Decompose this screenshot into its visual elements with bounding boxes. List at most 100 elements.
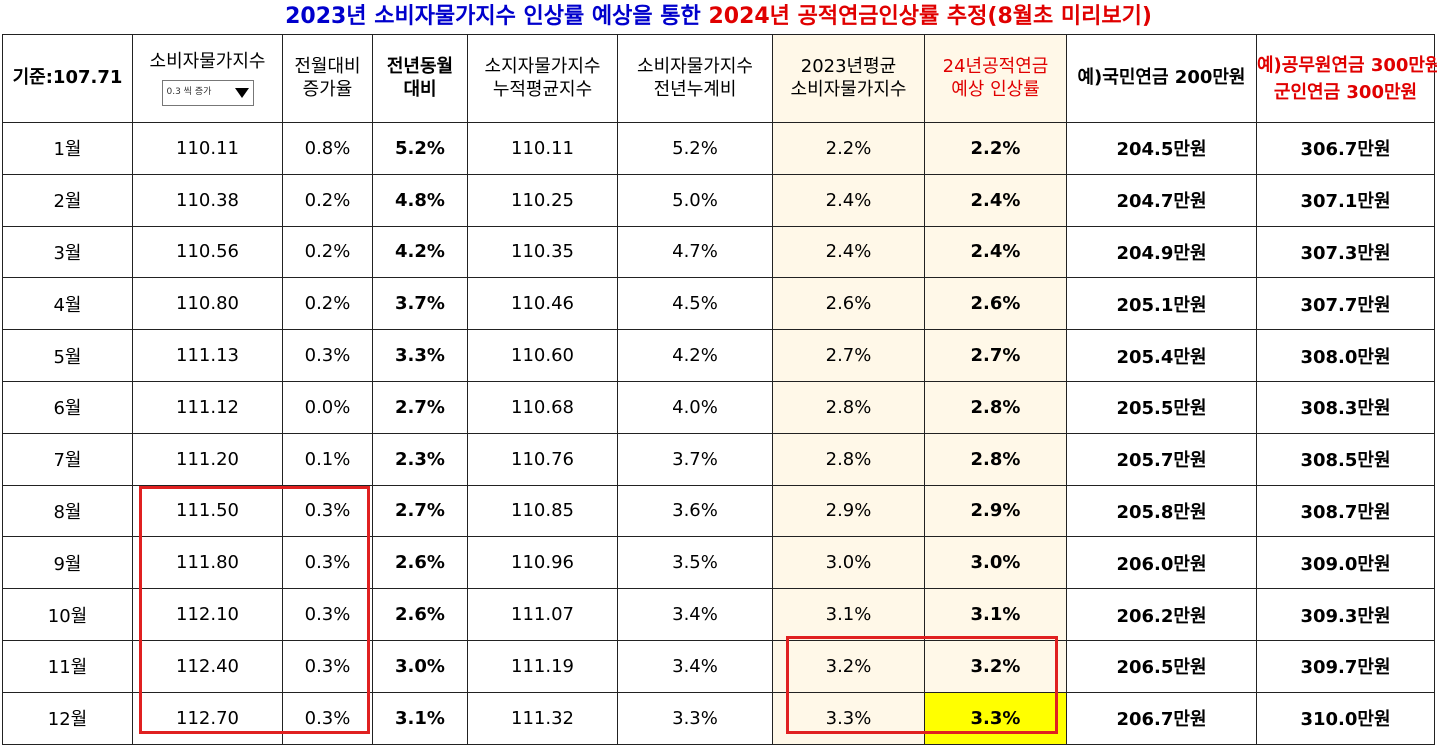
table-row: 7월 111.20 0.1% 2.3% 110.76 3.7% 2.8% 2.8% 205.7만… (2, 432, 1435, 486)
cell-avg: 3.1% (772, 588, 925, 641)
cell-yoy: 4.2% (372, 225, 468, 279)
cell-mom: 0.8% (282, 122, 373, 175)
cell-cum: 111.32 (467, 691, 618, 745)
cell-cpi: 110.38 (132, 173, 283, 227)
header-mom-line1: 전월대비 (294, 56, 361, 77)
cell-mom: 0.2% (282, 173, 373, 227)
dropdown-arrow-icon[interactable] (234, 87, 249, 98)
header-est-line1: 24년공적연금 (942, 56, 1049, 77)
cell-gov: 308.7만원 (1256, 484, 1435, 538)
cell-cumyoy: 4.0% (617, 380, 773, 434)
cell-month: 6월 (2, 380, 133, 434)
header-gov-line1: 예)공무원연금 300만원 (1257, 54, 1437, 76)
cell-avg: 3.2% (772, 639, 925, 693)
header-cpi-label: 소비자물가지수 (149, 51, 266, 73)
cell-mom: 0.3% (282, 639, 373, 693)
cell-cpi: 112.10 (132, 588, 283, 641)
cell-gov: 309.3만원 (1256, 588, 1435, 641)
cell-avg: 2.2% (772, 122, 925, 175)
cell-gov: 310.0만원 (1256, 691, 1435, 745)
cell-mom: 0.0% (282, 380, 373, 434)
header-row: 기준:107.71 소비자물가지수 0.3 씩 증가 전월대비 증가율 전년동월 대… (2, 34, 1437, 123)
cell-gov: 307.3만원 (1256, 225, 1435, 279)
header-yoy-line2: 대비 (403, 78, 437, 100)
cell-est: 3.3% (924, 691, 1067, 745)
header-gov: 예)공무원연금 300만원 군인연금 300만원 (1256, 34, 1437, 123)
cell-avg: 2.8% (772, 380, 925, 434)
cell-cum: 111.19 (467, 639, 618, 693)
cell-gov: 308.5만원 (1256, 432, 1435, 486)
table-row: 10월 112.10 0.3% 2.6% 111.07 3.4% 3.1% 3.1% 206.2… (2, 588, 1435, 641)
cell-cpi: 111.50 (132, 484, 283, 538)
header-yoy-line1: 전년동월 (386, 56, 454, 77)
table-row: 11월 112.40 0.3% 3.0% 111.19 3.4% 3.2% 3.2% 206.5… (2, 639, 1435, 693)
cell-cum: 110.11 (467, 122, 618, 175)
header-mom-line2: 증가율 (302, 78, 353, 100)
cell-cum: 110.96 (467, 536, 618, 590)
cell-month: 8월 (2, 484, 133, 538)
cell-cum: 110.35 (467, 225, 618, 279)
cell-avg: 2.7% (772, 329, 925, 382)
cell-cpi: 110.56 (132, 225, 283, 279)
cell-avg: 2.6% (772, 277, 925, 331)
cell-month: 4월 (2, 277, 133, 331)
cell-est: 2.8% (924, 380, 1067, 434)
cell-cumyoy: 4.7% (617, 225, 773, 279)
cell-month: 1월 (2, 122, 133, 175)
cell-nps: 204.5만원 (1066, 122, 1257, 175)
cell-yoy: 2.3% (372, 432, 468, 486)
cell-yoy: 3.1% (372, 691, 468, 745)
cell-month: 9월 (2, 536, 133, 590)
cell-mom: 0.2% (282, 277, 373, 331)
cell-est: 2.8% (924, 432, 1067, 486)
cell-est: 3.1% (924, 588, 1067, 641)
cell-est: 2.4% (924, 173, 1067, 227)
cell-yoy: 3.7% (372, 277, 468, 331)
cell-nps: 206.2만원 (1066, 588, 1257, 641)
cell-gov: 308.3만원 (1256, 380, 1435, 434)
cell-mom: 0.3% (282, 484, 373, 538)
cell-avg: 2.4% (772, 173, 925, 227)
cell-mom: 0.1% (282, 432, 373, 486)
cell-avg: 3.3% (772, 691, 925, 745)
cell-gov: 309.7만원 (1256, 639, 1435, 693)
cell-nps: 205.7만원 (1066, 432, 1257, 486)
cell-cpi: 110.11 (132, 122, 283, 175)
cell-cumyoy: 3.4% (617, 639, 773, 693)
cell-gov: 307.7만원 (1256, 277, 1435, 331)
cell-gov: 309.0만원 (1256, 536, 1435, 590)
cell-mom: 0.3% (282, 588, 373, 641)
cell-cumyoy: 3.4% (617, 588, 773, 641)
header-cum-line2: 누적평균지수 (492, 78, 593, 100)
cell-nps: 205.5만원 (1066, 380, 1257, 434)
cell-mom: 0.3% (282, 536, 373, 590)
cell-nps: 205.1만원 (1066, 277, 1257, 331)
cell-gov: 307.1만원 (1256, 173, 1435, 227)
cell-est: 2.2% (924, 122, 1067, 175)
header-cumyoy: 소비자물가지수 전년누계비 (617, 34, 773, 123)
header-yoy: 전년동월 대비 (372, 34, 468, 123)
cell-cpi: 112.40 (132, 639, 283, 693)
title-part-1: 2023년 소비자물가지수 인상률 예상을 통한 (285, 4, 709, 29)
cell-month: 3월 (2, 225, 133, 279)
header-avg-line2: 소비자물가지수 (790, 78, 907, 100)
cell-est: 2.6% (924, 277, 1067, 331)
cell-cum: 110.25 (467, 173, 618, 227)
cell-yoy: 4.8% (372, 173, 468, 227)
table-body: 1월 110.11 0.8% 5.2% 110.11 5.2% 2.2% 2.2% 204.5만… (2, 122, 1435, 745)
cell-month: 5월 (2, 329, 133, 382)
header-basis: 기준:107.71 (2, 34, 133, 123)
header-avg: 2023년평균 소비자물가지수 (772, 34, 925, 123)
cell-cumyoy: 4.5% (617, 277, 773, 331)
cell-cum: 110.60 (467, 329, 618, 382)
header-est: 24년공적연금 예상 인상률 (924, 34, 1067, 123)
cell-cpi: 111.20 (132, 432, 283, 486)
cell-cpi: 110.80 (132, 277, 283, 331)
cpi-increment-dropdown[interactable]: 0.3 씩 증가 (161, 79, 254, 106)
cell-mom: 0.3% (282, 691, 373, 745)
header-nps: 예)국민연금 200만원 (1066, 34, 1257, 123)
cell-yoy: 2.7% (372, 484, 468, 538)
cell-cum: 111.07 (467, 588, 618, 641)
cell-cpi: 112.70 (132, 691, 283, 745)
cell-yoy: 2.6% (372, 536, 468, 590)
